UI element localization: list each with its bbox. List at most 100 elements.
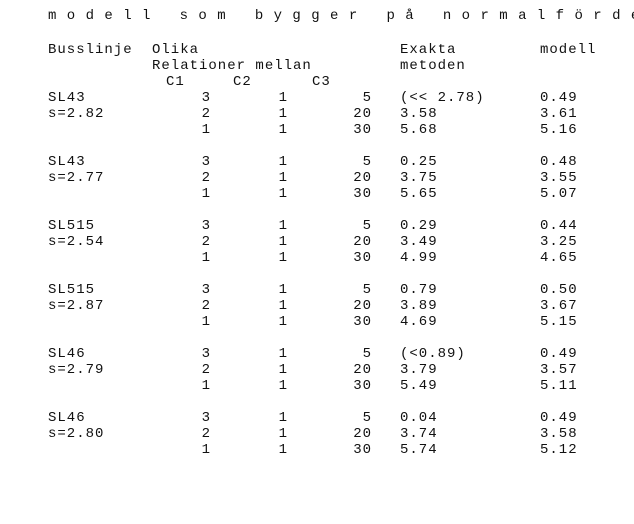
c1-cell: 2 — [148, 106, 211, 122]
modell-cell: 0.49 — [540, 90, 620, 106]
c3-cell: 5 — [288, 154, 372, 170]
modell-cell: 5.16 — [540, 122, 620, 138]
c3-cell: 30 — [288, 314, 372, 330]
c3-cell: 5 — [288, 218, 372, 234]
header-olika: Olika — [148, 42, 372, 58]
c1-cell: 1 — [148, 186, 211, 202]
modell-cell: 0.49 — [540, 410, 620, 426]
exakt-cell: 0.79 — [372, 282, 540, 298]
exakt-cell: 5.49 — [372, 378, 540, 394]
modell-cell: 3.57 — [540, 362, 620, 378]
c3-cell: 20 — [288, 298, 372, 314]
header-row-2: Relationer mellan metoden — [48, 58, 620, 74]
header-metoden: metoden — [372, 58, 540, 74]
header-relationer: Relationer mellan — [148, 58, 372, 74]
c2-cell: 1 — [211, 170, 288, 186]
c3-cell: 20 — [288, 106, 372, 122]
c1-cell: 2 — [148, 426, 211, 442]
modell-cell: 4.65 — [540, 250, 620, 266]
exakt-cell: 4.69 — [372, 314, 540, 330]
modell-cell: 5.07 — [540, 186, 620, 202]
exakt-cell: 0.04 — [372, 410, 540, 426]
exakt-cell: 3.89 — [372, 298, 540, 314]
exakt-cell: (<0.89) — [372, 346, 540, 362]
table-row: SL5153150.290.44 — [48, 218, 620, 234]
bus-cell — [48, 250, 148, 266]
modell-cell: 5.15 — [540, 314, 620, 330]
c2-cell: 1 — [211, 314, 288, 330]
group-separator — [48, 330, 620, 346]
bus-cell — [48, 378, 148, 394]
group-separator — [48, 266, 620, 282]
group-separator — [48, 138, 620, 154]
c3-cell: 30 — [288, 378, 372, 394]
c1-cell: 3 — [148, 282, 211, 298]
c2-cell: 1 — [211, 218, 288, 234]
table-row: s=2.7921203.793.57 — [48, 362, 620, 378]
modell-cell: 3.67 — [540, 298, 620, 314]
exakt-cell: 3.75 — [372, 170, 540, 186]
bus-cell: s=2.79 — [48, 362, 148, 378]
exakt-cell: 3.79 — [372, 362, 540, 378]
c3-cell: 5 — [288, 346, 372, 362]
c2-cell: 1 — [211, 106, 288, 122]
c1-cell: 2 — [148, 234, 211, 250]
table-row: 11304.994.65 — [48, 250, 620, 266]
c1-cell: 2 — [148, 170, 211, 186]
bus-cell: SL46 — [48, 346, 148, 362]
bus-cell: SL46 — [48, 410, 148, 426]
c2-cell: 1 — [211, 250, 288, 266]
c3-cell: 20 — [288, 170, 372, 186]
c2-cell: 1 — [211, 234, 288, 250]
c1-cell: 1 — [148, 442, 211, 458]
exakt-cell: 5.65 — [372, 186, 540, 202]
modell-cell: 0.49 — [540, 346, 620, 362]
table-row: SL43315(<< 2.78)0.49 — [48, 90, 620, 106]
c2-cell: 1 — [211, 346, 288, 362]
exakt-cell: 4.99 — [372, 250, 540, 266]
modell-cell: 3.58 — [540, 426, 620, 442]
c2-cell: 1 — [211, 410, 288, 426]
c3-cell: 20 — [288, 362, 372, 378]
c3-cell: 20 — [288, 426, 372, 442]
header-c2: C2 — [211, 74, 288, 90]
exakt-cell: 5.74 — [372, 442, 540, 458]
c1-cell: 1 — [148, 250, 211, 266]
exakt-cell: (<< 2.78) — [372, 90, 540, 106]
modell-cell: 3.61 — [540, 106, 620, 122]
c1-cell: 3 — [148, 218, 211, 234]
exakt-cell: 3.58 — [372, 106, 540, 122]
table-row: s=2.8221203.583.61 — [48, 106, 620, 122]
exakt-cell: 0.29 — [372, 218, 540, 234]
modell-cell: 0.44 — [540, 218, 620, 234]
header-c1: C1 — [148, 74, 211, 90]
c1-cell: 3 — [148, 410, 211, 426]
bus-cell: SL43 — [48, 154, 148, 170]
table-row: 11304.695.15 — [48, 314, 620, 330]
table-row: SL5153150.790.50 — [48, 282, 620, 298]
table-row: SL433150.250.48 — [48, 154, 620, 170]
bus-cell: SL43 — [48, 90, 148, 106]
c2-cell: 1 — [211, 426, 288, 442]
header-c3: C3 — [288, 74, 372, 90]
c1-cell: 3 — [148, 154, 211, 170]
c3-cell: 5 — [288, 410, 372, 426]
table-row: s=2.5421203.493.25 — [48, 234, 620, 250]
bus-cell: SL515 — [48, 282, 148, 298]
bus-cell: s=2.82 — [48, 106, 148, 122]
c1-cell: 3 — [148, 346, 211, 362]
modell-cell: 3.55 — [540, 170, 620, 186]
table-row: s=2.8721203.893.67 — [48, 298, 620, 314]
c2-cell: 1 — [211, 298, 288, 314]
c1-cell: 3 — [148, 90, 211, 106]
c1-cell: 2 — [148, 298, 211, 314]
modell-cell: 5.12 — [540, 442, 620, 458]
c3-cell: 30 — [288, 442, 372, 458]
exakt-cell: 0.25 — [372, 154, 540, 170]
group-separator — [48, 394, 620, 410]
bus-cell — [48, 314, 148, 330]
c2-cell: 1 — [211, 154, 288, 170]
exakt-cell: 3.74 — [372, 426, 540, 442]
document-page: m o d e l l s o m b y g g e r p å n o r … — [0, 0, 634, 458]
c3-cell: 5 — [288, 282, 372, 298]
